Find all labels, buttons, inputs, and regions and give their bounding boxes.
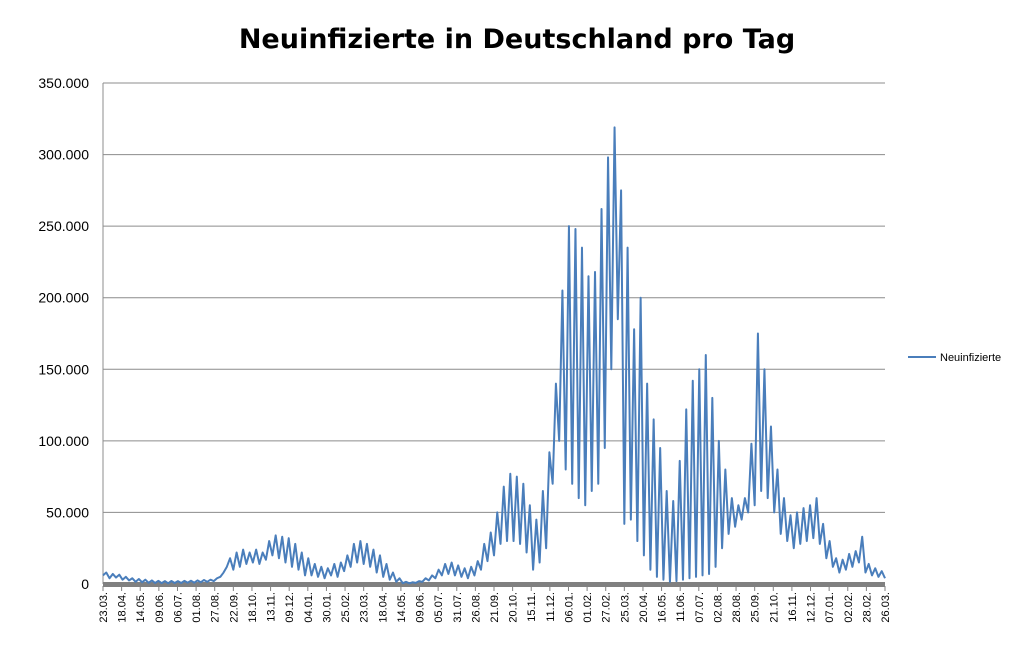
x-tick-label: 22.09. (228, 592, 240, 623)
series-line-neuinfizierte (102, 126, 886, 585)
x-tick-label: 14.05. (135, 592, 147, 623)
x-axis-tick-labels: 23.03. 18.04. 14.05. 09.06. 06.07. 01.08. 27.0… (98, 592, 892, 623)
x-tick-label: 15.11. (526, 592, 538, 622)
x-tick-label: 11.06. (675, 592, 687, 622)
y-tick-label: 150.000 (38, 361, 89, 377)
legend: Neuinfizierte (908, 352, 1001, 364)
x-tick-label: 02.02. (843, 592, 855, 623)
x-tick-label: 27.02. (601, 592, 613, 623)
y-tick-label: 100.000 (38, 433, 89, 449)
x-tick-label: 09.06. (154, 592, 166, 623)
legend-label: Neuinfizierte (940, 352, 1001, 364)
x-tick-label: 26.08. (470, 592, 482, 623)
y-tick-label: 250.000 (38, 218, 89, 234)
chart-title: Neuinfizierte in Deutschland pro Tag (238, 24, 796, 55)
x-axis-line (103, 582, 885, 587)
y-tick-label: 350.000 (38, 75, 89, 91)
x-tick-label: 07.01. (824, 592, 836, 623)
x-tick-label: 26.03. (880, 592, 892, 623)
x-tick-label: 12.12. (806, 592, 818, 623)
x-tick-label: 27.08. (210, 592, 222, 623)
x-tick-label: 25.09. (750, 592, 762, 623)
x-tick-label: 21.09. (489, 592, 501, 623)
x-tick-label: 07.07. (694, 592, 706, 623)
y-tick-label: 200.000 (38, 290, 89, 306)
x-tick-label: 04.01. (303, 592, 315, 623)
gridlines (103, 82, 885, 513)
x-tick-label: 05.07. (433, 592, 445, 623)
x-tick-label: 28.02. (861, 592, 873, 623)
x-tick-label: 09.06. (415, 592, 427, 623)
x-tick-label: 13.11. (266, 592, 278, 622)
x-tick-label: 01.08. (191, 592, 203, 623)
x-tick-label: 18.04. (377, 592, 389, 623)
x-tick-label: 30.01. (321, 592, 333, 623)
x-tick-label: 14.05. (396, 592, 408, 623)
x-tick-label: 25.02. (340, 592, 352, 623)
x-tick-label: 11.12. (545, 592, 557, 622)
y-axis-tick-labels: 0 50.000 100.000 150.000 200.000 250.000 300.0… (38, 75, 89, 592)
x-tick-label: 02.08. (712, 592, 724, 623)
x-tick-label: 18.04. (117, 592, 129, 623)
x-tick-label: 20.04. (638, 592, 650, 623)
x-tick-label: 06.01. (563, 592, 575, 623)
x-tick-label: 16.05. (657, 592, 669, 623)
x-tick-label: 09.12. (284, 592, 296, 623)
x-tick-label: 23.03. (98, 592, 110, 623)
x-tick-label: 23.03. (359, 592, 371, 623)
x-tick-label: 21.10. (768, 592, 780, 623)
plot-area-series (102, 126, 886, 585)
x-tick-label: 16.11. (787, 592, 799, 622)
x-tick-label: 28.08. (731, 592, 743, 623)
x-tick-label: 01.02. (582, 592, 594, 623)
y-tick-label: 0 (81, 576, 89, 592)
x-tick-label: 06.07. (172, 592, 184, 623)
x-tick-label: 20.10. (508, 592, 520, 623)
y-tick-label: 50.000 (46, 504, 89, 520)
x-tick-label: 18.10. (247, 592, 259, 623)
x-tick-label: 31.07. (452, 592, 464, 623)
x-tick-label: 25.03. (619, 592, 631, 623)
axes (102, 83, 886, 591)
y-tick-label: 300.000 (38, 147, 89, 163)
